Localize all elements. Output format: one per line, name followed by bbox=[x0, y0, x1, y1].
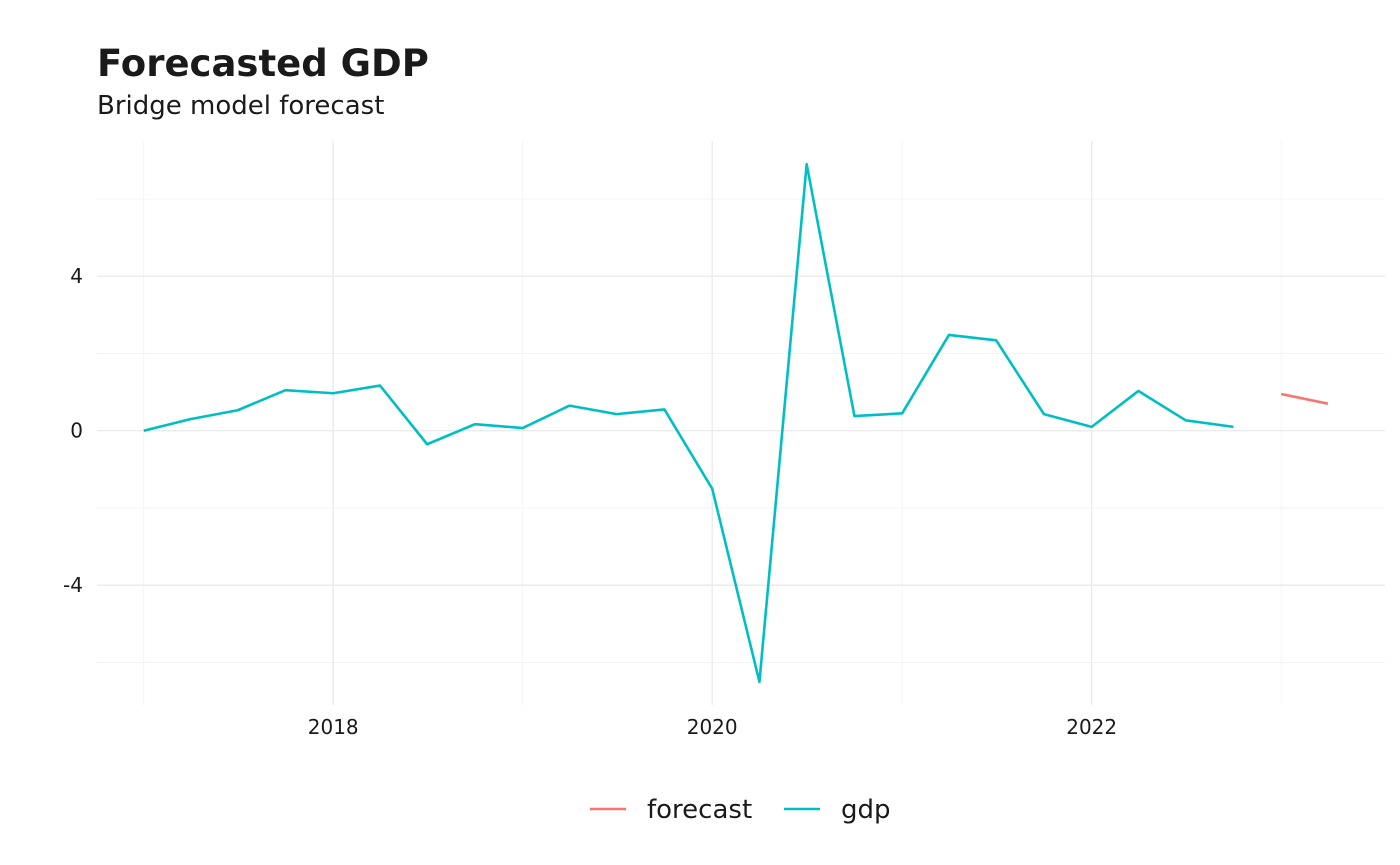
legend-item-forecast: forecast bbox=[590, 795, 752, 825]
x-tick-label: 2022 bbox=[1066, 715, 1117, 739]
legend-item-gdp: gdp bbox=[784, 795, 891, 825]
y-tick-label: 0 bbox=[70, 419, 83, 443]
y-tick-label: -4 bbox=[63, 573, 83, 597]
chart-subtitle: Bridge model forecast bbox=[97, 91, 384, 121]
chart-title: Forecasted GDP bbox=[97, 42, 429, 85]
x-tick-label: 2020 bbox=[687, 715, 738, 739]
legend-label-forecast: forecast bbox=[647, 795, 752, 825]
legend: forecast gdp bbox=[590, 795, 891, 825]
plot-grid bbox=[97, 141, 1385, 705]
x-tick-label: 2018 bbox=[308, 715, 359, 739]
series-line-forecast bbox=[1280, 392, 1329, 405]
series-layer bbox=[143, 162, 1329, 684]
axis-labels: -4 0 4 2018 2020 2022 bbox=[63, 264, 1117, 739]
y-tick-label: 4 bbox=[70, 264, 83, 288]
legend-label-gdp: gdp bbox=[841, 795, 891, 825]
series-line-gdp bbox=[143, 162, 1234, 684]
